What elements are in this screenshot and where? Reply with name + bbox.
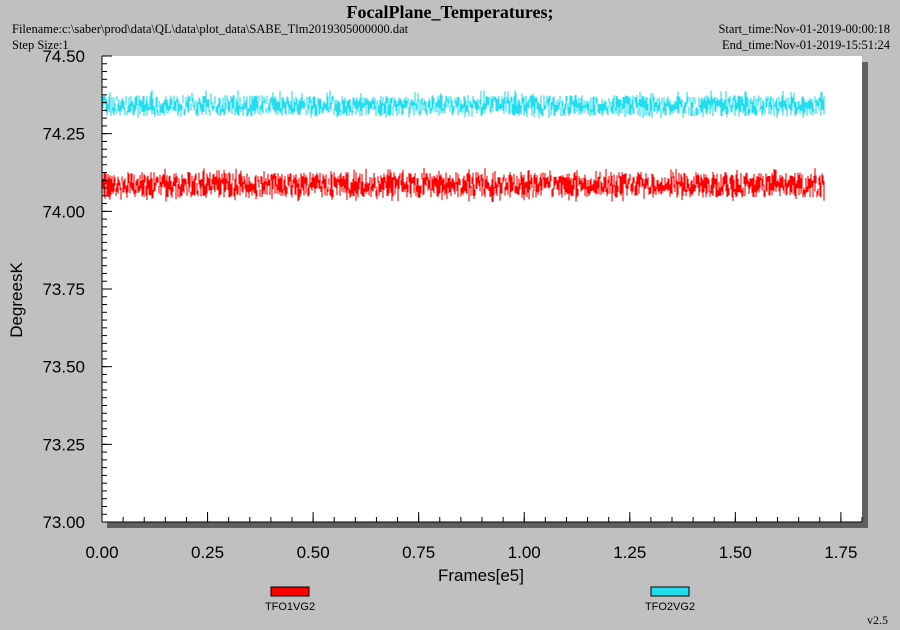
y-tick-label: 74.25 — [42, 125, 85, 144]
x-tick-label: 0.00 — [85, 543, 118, 562]
chart-title: FocalPlane_Temperatures; — [346, 2, 554, 22]
y-tick-label: 74.00 — [42, 202, 85, 221]
x-tick-label: 1.75 — [824, 543, 857, 562]
step-size-label: Step Size:1 — [12, 38, 69, 52]
filename-label: Filename:c:\saber\prod\data\QL\data\plot… — [12, 22, 409, 36]
x-axis-label: Frames[e5] — [438, 566, 524, 585]
y-tick-label: 73.50 — [42, 358, 85, 377]
axis-layer: 73.00 73.25 73.50 73.75 74.00 74.25 74.50 0.00 0… — [42, 47, 863, 562]
y-tick-label: 73.00 — [42, 513, 85, 532]
end-time-label: End_time:Nov-01-2019-15:51:24 — [721, 38, 890, 52]
x-tick-label: 0.50 — [297, 543, 330, 562]
y-tick-label: 73.25 — [42, 435, 85, 454]
x-tick-label: 1.00 — [508, 543, 541, 562]
legend-swatch-TFO2VG2 — [650, 586, 690, 597]
series-layer — [101, 90, 825, 202]
y-axis-label: DegreesK — [7, 262, 26, 338]
legend-swatch-TFO1VG2 — [270, 586, 310, 597]
x-tick-label: 1.50 — [719, 543, 752, 562]
legend-label-TFO1VG2: TFO1VG2 — [265, 601, 315, 613]
version-label: v2.5 — [867, 613, 888, 627]
legend-label-TFO2VG2: TFO2VG2 — [645, 601, 695, 613]
x-tick-label: 0.75 — [402, 543, 435, 562]
legend: TFO1VG2 TFO2VG2 — [265, 586, 695, 613]
x-tick-label: 0.25 — [191, 543, 224, 562]
plot-area — [102, 56, 862, 522]
y-tick-label: 73.75 — [42, 280, 85, 299]
start-time-label: Start_time:Nov-01-2019-00:00:18 — [718, 22, 890, 36]
y-tick-label: 74.50 — [42, 47, 85, 66]
x-tick-label: 1.25 — [613, 543, 646, 562]
